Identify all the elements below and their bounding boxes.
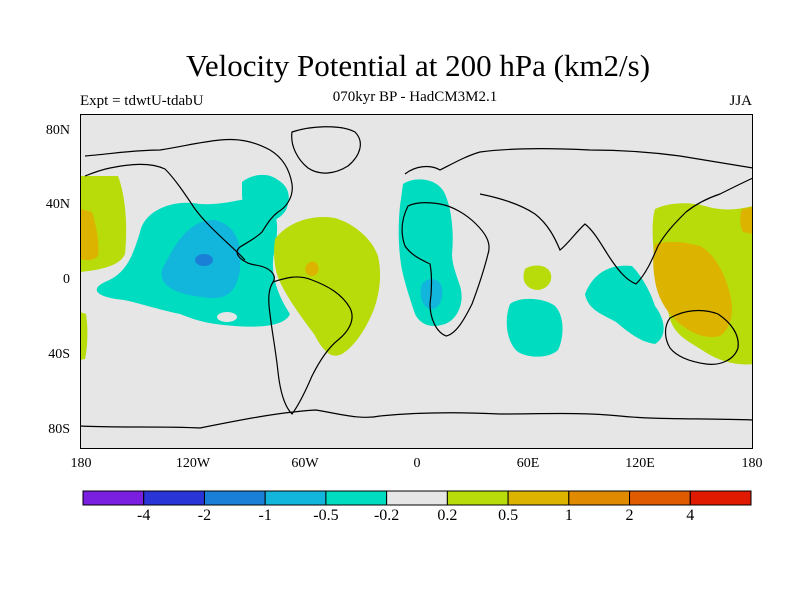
colorbar-label: 1 [564, 507, 573, 524]
lon-label-60w: 60W [291, 456, 319, 471]
figure-title: Velocity Potential at 200 hPa (km2/s) [185, 48, 651, 83]
lat-label-40n: 40N [45, 197, 70, 212]
figure-subtitle: 070kyr BP - HadCM3M2.1 [332, 89, 498, 105]
region-east-dateline-core [740, 207, 753, 234]
coastline-europe [404, 148, 753, 175]
experiment-label: Expt = tdwtU-tdabU [80, 93, 204, 109]
colorbar-swatch [386, 490, 448, 506]
coastline-australia [664, 309, 739, 365]
colorbar-swatch [203, 490, 266, 506]
region-east-pacific-min [195, 254, 213, 266]
lon-label-180e: 180 [741, 456, 763, 471]
colorbar-label: 4 [686, 507, 695, 524]
velocity-potential-map [80, 114, 753, 449]
coastline-south-america [268, 276, 353, 415]
region-south-indian-negative [506, 298, 563, 357]
region-south-america-core [305, 261, 319, 277]
lat-label-80s: 80S [48, 422, 70, 437]
region-east-pacific-hole [217, 312, 237, 322]
colorbar-swatch [143, 490, 205, 506]
lon-label-0: 0 [413, 456, 421, 471]
region-indian-ocean-positive [523, 265, 552, 290]
colorbar-label: -0.5 [313, 507, 339, 524]
coastline-antarctica [80, 409, 753, 429]
colorbar-label: -4 [137, 507, 151, 524]
coastline-north-america [84, 138, 293, 283]
colorbar-swatch [507, 490, 570, 506]
region-maritime-negative [585, 265, 664, 344]
colorbar-label: 2 [625, 507, 634, 524]
colorbar-label: -0.2 [373, 507, 400, 524]
colorbar-label: -1 [258, 507, 272, 524]
lon-label-180w: 180 [70, 456, 92, 471]
colorbar-swatch [689, 490, 752, 506]
colorbar-swatch [325, 490, 388, 506]
lon-label-120e: 120E [625, 456, 655, 471]
coastline-asia [479, 177, 753, 285]
coastline-africa [401, 202, 490, 337]
colorbar [82, 490, 752, 506]
lat-label-eq: 0 [63, 272, 70, 287]
coastlines [80, 126, 753, 429]
lat-label-40s: 40S [48, 347, 70, 362]
colorbar-swatch [568, 490, 631, 506]
region-north-atlantic-negative [242, 174, 289, 223]
lon-label-120w: 120W [175, 456, 211, 471]
colorbar-label: 0.2 [437, 507, 458, 524]
colorbar-swatch [629, 490, 691, 506]
lat-label-80n: 80N [45, 123, 70, 138]
colorbar-swatch [82, 490, 145, 506]
colorbar-swatch [446, 490, 509, 506]
map-frame [80, 114, 753, 449]
region-west-pacific-core [653, 241, 732, 338]
lon-label-60e: 60E [516, 456, 540, 471]
coastline-greenland [291, 126, 361, 174]
colorbar-label: 0.5 [498, 507, 519, 524]
region-dateline-core [80, 209, 99, 261]
colorbar-label: -2 [197, 507, 212, 524]
region-south-dateline-positive [80, 312, 88, 360]
season-label: JJA [729, 93, 752, 109]
colorbar-swatch [264, 490, 327, 506]
region-africa-negative [398, 179, 462, 326]
